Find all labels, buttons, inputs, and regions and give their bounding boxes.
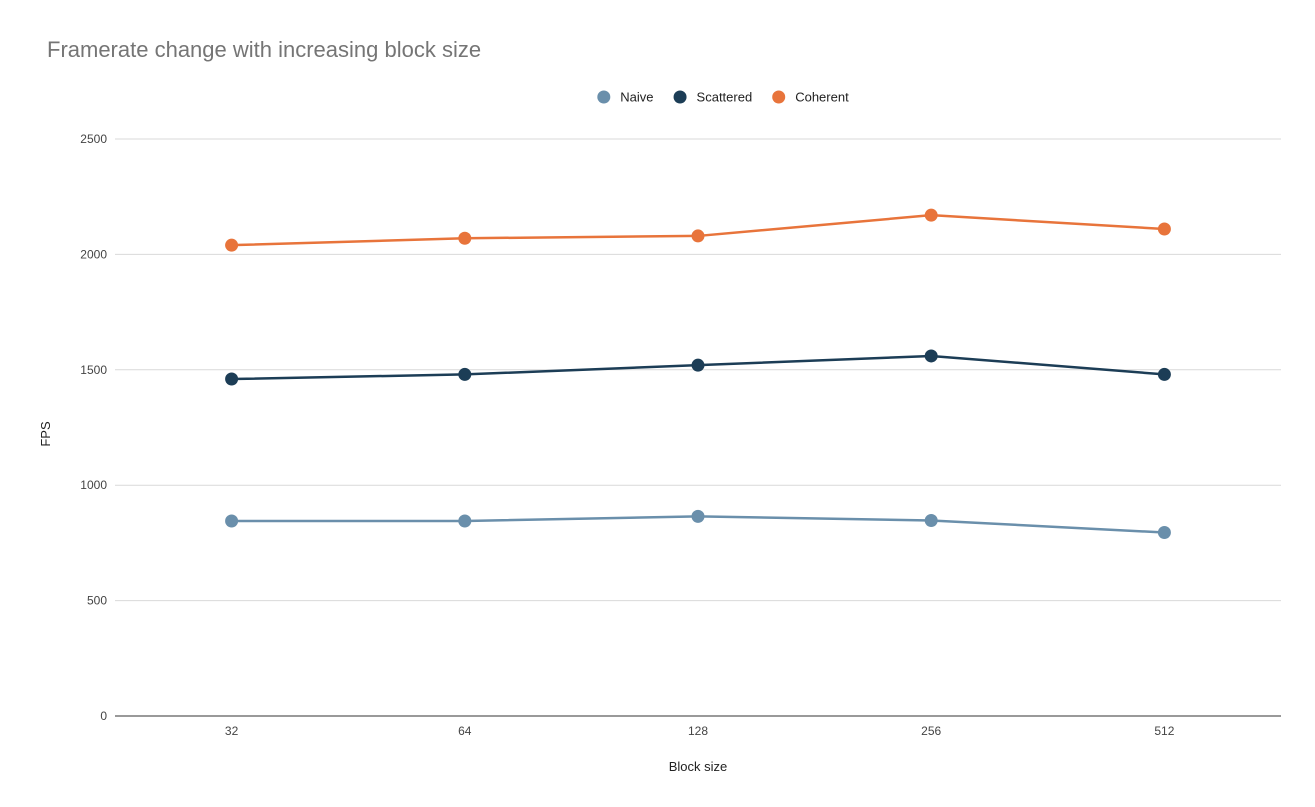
x-tick-label: 512 (1154, 724, 1174, 738)
legend-label: Coherent (795, 90, 849, 105)
chart-title: Framerate change with increasing block s… (47, 37, 481, 62)
data-point (225, 514, 239, 528)
data-point (691, 509, 705, 523)
legend-marker (597, 90, 611, 104)
data-point (924, 514, 938, 528)
series-scattered (225, 349, 1171, 386)
data-point (1157, 367, 1171, 381)
data-point (1157, 526, 1171, 540)
y-tick-label: 0 (100, 709, 107, 723)
legend-marker (673, 90, 687, 104)
data-point (225, 372, 239, 386)
data-point (458, 231, 472, 245)
y-tick-label: 2500 (80, 132, 107, 146)
x-tick-label: 64 (458, 724, 472, 738)
legend-item-scattered: Scattered (673, 90, 753, 105)
data-point (691, 358, 705, 372)
data-point (691, 229, 705, 243)
y-tick-label: 1500 (80, 363, 107, 377)
x-tick-label: 32 (225, 724, 239, 738)
x-axis-title: Block size (669, 759, 728, 774)
x-axis-ticks: 32 64 128 256 512 (225, 724, 1175, 738)
gridlines (115, 138, 1281, 717)
series-layer (225, 208, 1171, 540)
legend-label: Scattered (697, 90, 753, 105)
x-tick-label: 128 (688, 724, 708, 738)
y-axis-ticks: 0 500 1000 1500 2000 2500 (80, 132, 107, 723)
legend: Naive Scattered Coherent (597, 90, 849, 105)
data-point (458, 514, 472, 528)
data-point (458, 367, 472, 381)
legend-label: Naive (620, 90, 653, 105)
series-coherent (225, 208, 1171, 252)
legend-item-naive: Naive (597, 90, 654, 105)
y-tick-label: 2000 (80, 247, 107, 261)
legend-marker (772, 90, 786, 104)
data-point (924, 349, 938, 363)
data-point (1157, 222, 1171, 236)
data-point (924, 208, 938, 222)
y-axis-title: FPS (38, 421, 53, 447)
x-tick-label: 256 (921, 724, 941, 738)
y-tick-label: 500 (87, 594, 107, 608)
data-point (225, 238, 239, 252)
y-tick-label: 1000 (80, 478, 107, 492)
series-naive (225, 509, 1171, 540)
legend-item-coherent: Coherent (772, 90, 849, 105)
